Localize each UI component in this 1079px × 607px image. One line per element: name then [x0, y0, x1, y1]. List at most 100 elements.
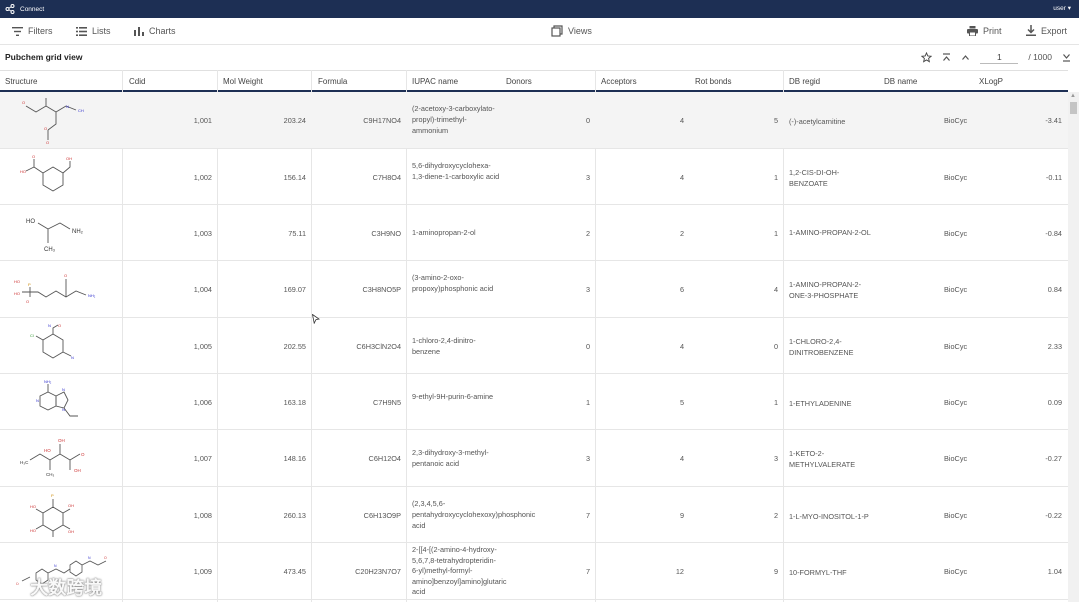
svg-text:O: O — [22, 100, 25, 105]
svg-text:CH₃: CH₃ — [44, 247, 56, 253]
table-row[interactable]: P OH OH HO HO 1,008 260.13 C6H13O9P (2,3,4,5… — [0, 487, 1068, 543]
page-number-input[interactable] — [980, 50, 1019, 64]
svg-text:HO: HO — [14, 291, 20, 296]
cell-formula: C3H9NO — [371, 229, 401, 238]
user-name: user — [1053, 5, 1066, 12]
cell-rot-bonds: 4 — [773, 285, 778, 294]
cell-db-regid: 1-AMINO-PROPAN-2-ONE-3-PHOSPHATE — [789, 280, 862, 300]
col-iupac-name[interactable]: IUPAC name — [412, 77, 459, 86]
cell-rot-bonds: 3 — [773, 454, 778, 463]
svg-text:O: O — [44, 126, 47, 131]
col-cdid[interactable]: Cdid — [129, 77, 146, 86]
cell-formula: C20H23N7O7 — [355, 567, 401, 576]
watermark-text: 大数跨境 — [30, 578, 103, 599]
molecule-structure: NH₂ N N N — [36, 379, 78, 417]
copy-icon — [551, 25, 563, 37]
cell-rot-bonds: 1 — [773, 173, 778, 182]
cell-db-name: BioCyc — [944, 454, 968, 463]
cell-cdid: 1,009 — [193, 567, 212, 576]
cell-mol-weight: 260.13 — [283, 511, 306, 520]
cell-db-regid: 1,2-CIS-DI-OH-BENZOATE — [789, 168, 840, 188]
cell-cdid: 1,007 — [193, 454, 212, 463]
cell-formula: C7H8O4 — [372, 173, 401, 182]
cell-rot-bonds: 0 — [773, 342, 778, 351]
table-row[interactable]: HO NH₂ CH₃ 1,003 75.11 C3H9NO 1-aminopropa… — [0, 205, 1068, 261]
cell-db-name: BioCyc — [944, 567, 968, 576]
last-page-icon[interactable] — [1062, 53, 1071, 62]
svg-text:P: P — [28, 282, 31, 287]
cell-acceptors: 4 — [679, 454, 684, 463]
table-row[interactable]: NH₂ N N N 1,006 163.18 C7H9N5 9-ethyl-9H-pu… — [0, 374, 1068, 430]
col-structure[interactable]: Structure — [5, 77, 38, 86]
col-donors[interactable]: Donors — [506, 77, 532, 86]
cell-db-name: BioCyc — [944, 511, 968, 520]
cell-iupac-name: 2,3-dihydroxy-3-methyl-pentanoic acid — [412, 448, 489, 468]
col-formula[interactable]: Formula — [318, 77, 348, 86]
charts-button[interactable]: Charts — [134, 26, 176, 36]
views-button[interactable]: Views — [551, 25, 592, 37]
share-network-icon[interactable] — [3, 2, 17, 16]
export-button[interactable]: Export — [1026, 25, 1067, 36]
cell-xlogp: -0.22 — [1045, 511, 1062, 520]
grid-title: Pubchem grid view — [5, 52, 83, 62]
lists-button[interactable]: Lists — [76, 26, 111, 36]
cell-cdid: 1,005 — [193, 342, 212, 351]
col-xlogp[interactable]: XLogP — [979, 77, 1004, 86]
cell-formula: C7H9N5 — [373, 398, 401, 407]
cell-rot-bonds: 5 — [773, 116, 778, 125]
svg-text:OH: OH — [58, 438, 65, 443]
cell-xlogp: 0.09 — [1047, 398, 1062, 407]
cell-acceptors: 4 — [679, 116, 684, 125]
table-row[interactable]: O N N O 1,009 473.45 C20H23N7O7 2-[[4-[(2-a… — [0, 543, 1068, 600]
filters-button[interactable]: Filters — [12, 26, 53, 36]
cell-iupac-name: 1-chloro-2,4-dinitro-benzene — [412, 336, 476, 356]
cell-rot-bonds: 1 — [773, 398, 778, 407]
col-db-regid[interactable]: DB regid — [789, 77, 821, 86]
col-rot-bonds[interactable]: Rot bonds — [695, 77, 732, 86]
cell-acceptors: 2 — [679, 229, 684, 238]
first-page-icon[interactable] — [942, 52, 951, 62]
column-divider — [217, 70, 218, 602]
cell-rot-bonds: 9 — [773, 567, 778, 576]
vertical-scrollbar[interactable]: ▲ — [1068, 92, 1079, 602]
cell-donors: 3 — [585, 285, 590, 294]
watermark-logo: 大数跨境 — [6, 574, 102, 600]
cell-db-name: BioCyc — [944, 342, 968, 351]
table-row[interactable]: O HO OH 1,002 156.14 C7H8O4 5,6-dihydroxyc… — [0, 149, 1068, 205]
cell-acceptors: 6 — [679, 285, 684, 294]
molecule-structure: HO NH₂ CH₃ — [26, 219, 84, 253]
cell-xlogp: -0.27 — [1045, 454, 1062, 463]
star-icon[interactable] — [921, 51, 933, 63]
svg-text:OH: OH — [68, 503, 74, 508]
cell-cdid: 1,001 — [193, 116, 212, 125]
cell-mol-weight: 203.24 — [283, 116, 306, 125]
svg-text:O: O — [26, 299, 29, 304]
svg-text:OH: OH — [74, 468, 81, 473]
table-row[interactable]: O O O N CH 1,001 203.24 C9H17NO4 (2-acetoxy… — [0, 92, 1068, 149]
cell-xlogp: 2.33 — [1047, 342, 1062, 351]
molecule-structure: P OH OH HO HO — [30, 493, 74, 537]
cell-iupac-name: 9-ethyl-9H-purin-6-amine — [412, 392, 494, 401]
col-mol-weight[interactable]: Mol Weight — [223, 77, 263, 86]
table-row[interactable]: N O N Cl 1,005 202.55 C6H3ClN2O4 1-chloro-2… — [0, 318, 1068, 374]
cell-iupac-name: 2-[[4-[(2-amino-4-hydroxy-5,6,7,8-tetrah… — [412, 545, 507, 597]
cell-mol-weight: 156.14 — [283, 173, 306, 182]
user-menu[interactable]: user ▾ — [1053, 5, 1071, 12]
cell-acceptors: 9 — [679, 511, 684, 520]
cell-db-regid: 1-ETHYLADENINE — [789, 399, 852, 408]
cell-db-name: BioCyc — [944, 398, 968, 407]
col-acceptors[interactable]: Acceptors — [601, 77, 637, 86]
cell-cdid: 1,003 — [193, 229, 212, 238]
print-label: Print — [983, 26, 1002, 36]
molecule-structure: O N N O — [16, 556, 107, 586]
print-button[interactable]: Print — [967, 26, 1002, 36]
cell-cdid: 1,006 — [193, 398, 212, 407]
table-row[interactable]: H₃C HO OH CH₃ OH O 1,007 148.16 C6H12O4 2,3-d… — [0, 430, 1068, 487]
cell-db-regid: 1-CHLORO-2,4-DINITROBENZENE — [789, 337, 854, 357]
cell-mol-weight: 169.07 — [283, 285, 306, 294]
prev-page-icon[interactable] — [961, 53, 970, 62]
scroll-up-icon[interactable]: ▲ — [1070, 93, 1076, 99]
scrollbar-thumb[interactable] — [1070, 102, 1077, 114]
table-row[interactable]: HO HO O P O NH₂ 1,004 169.07 C3H8NO5P (3-amin… — [0, 261, 1068, 318]
col-db-name[interactable]: DB name — [884, 77, 918, 86]
